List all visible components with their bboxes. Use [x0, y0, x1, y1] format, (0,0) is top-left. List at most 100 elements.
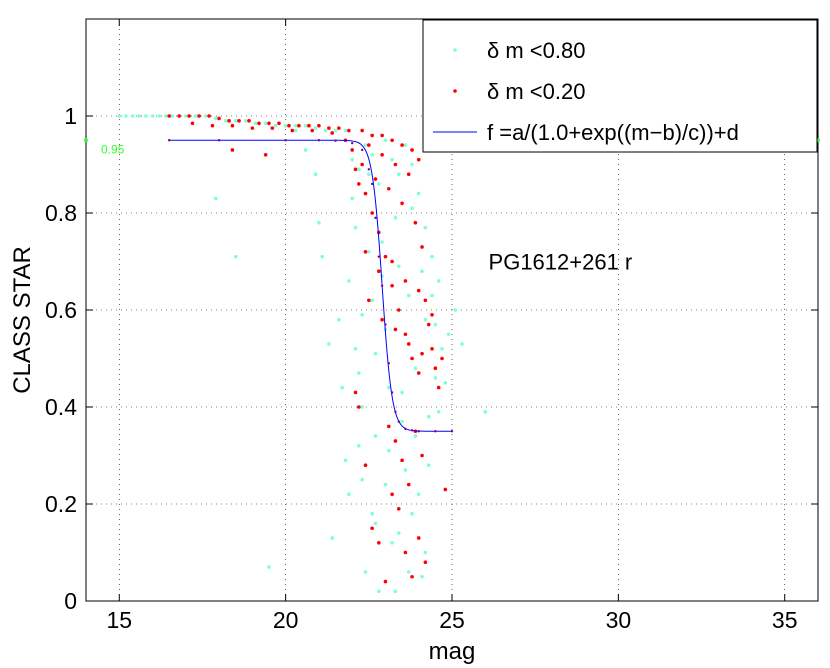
data-point-dm-0.80	[320, 254, 325, 259]
data-point-dm-0.80	[360, 313, 364, 317]
data-point-dm-0.20	[403, 279, 408, 283]
data-point-dm-0.80	[396, 172, 401, 176]
data-point-dm-0.20	[197, 114, 201, 118]
data-point-dm-0.20	[377, 541, 381, 545]
data-point-dm-0.20	[353, 390, 358, 395]
data-point-dm-0.20	[390, 138, 394, 143]
data-point-dm-0.20	[380, 317, 384, 322]
y-tick-label: 0.6	[45, 297, 77, 323]
y-axis-label: CLASS STAR	[9, 246, 36, 394]
data-point-dm-0.80	[263, 121, 268, 126]
data-point-dm-0.80	[363, 570, 368, 574]
fit-marker	[370, 182, 374, 186]
data-point-dm-0.20	[393, 327, 398, 332]
data-point-dm-0.80	[203, 114, 208, 118]
data-point-dm-0.80	[213, 196, 218, 201]
data-point-dm-0.80	[137, 114, 142, 118]
data-point-dm-0.80	[353, 347, 358, 351]
data-point-dm-0.20	[290, 128, 295, 133]
data-point-dm-0.20	[403, 332, 408, 337]
data-point-dm-0.80	[443, 380, 448, 385]
data-point-dm-0.20	[377, 269, 381, 274]
data-point-dm-0.80	[430, 293, 434, 298]
data-point-dm-0.80	[317, 220, 321, 225]
data-point-dm-0.80	[303, 123, 308, 128]
data-point-dm-0.20	[190, 121, 195, 126]
data-point-dm-0.20	[363, 250, 368, 254]
data-point-dm-0.80	[420, 574, 424, 579]
data-point-dm-0.20	[357, 405, 361, 409]
y-tick-label: 0.4	[45, 394, 77, 420]
data-point-dm-0.80	[323, 128, 328, 133]
data-point-dm-0.20	[363, 191, 368, 196]
fit-marker	[367, 168, 371, 171]
data-point-dm-0.20	[386, 186, 391, 191]
data-point-dm-0.80	[410, 206, 414, 210]
fit-marker	[450, 430, 454, 433]
x-axis-label: mag	[429, 638, 476, 665]
fit-marker	[377, 255, 380, 258]
threshold-label: 0.95	[101, 142, 125, 156]
data-point-dm-0.80	[253, 121, 258, 126]
data-point-dm-0.80	[213, 116, 218, 121]
data-point-dm-0.80	[416, 492, 421, 497]
x-tick-label: 20	[273, 607, 299, 633]
data-point-dm-0.80	[313, 172, 318, 176]
threshold-marker-left	[84, 138, 88, 143]
data-point-dm-0.80	[360, 405, 364, 409]
data-point-dm-0.80	[283, 123, 288, 128]
data-point-dm-0.20	[426, 322, 431, 327]
data-point-dm-0.20	[207, 114, 211, 118]
axis-ticks: 15 20 25 30 35 0 0.2 0.4 0.6 0.8 1	[45, 19, 820, 633]
data-point-dm-0.80	[396, 531, 401, 535]
data-point-dm-0.20	[337, 126, 341, 130]
data-point-dm-0.20	[370, 211, 374, 215]
data-point-dm-0.20	[436, 385, 441, 390]
data-point-dm-0.20	[420, 245, 424, 249]
data-point-dm-0.20	[177, 114, 181, 118]
data-point-dm-0.80	[410, 511, 414, 516]
data-point-dm-0.80	[400, 419, 404, 424]
data-point-dm-0.20	[373, 177, 378, 181]
data-point-dm-0.20	[367, 143, 371, 147]
fit-marker	[380, 284, 384, 287]
legend-label-fit: f =a/(1.0+exp((m−b)/c))+d	[487, 120, 739, 145]
data-point-dm-0.20	[416, 371, 421, 375]
data-point-dm-0.80	[360, 477, 364, 482]
data-point-dm-0.80	[410, 162, 414, 167]
data-point-dm-0.20	[413, 220, 418, 225]
data-point-dm-0.80	[357, 444, 361, 448]
fit-marker	[350, 141, 354, 145]
data-point-dm-0.20	[317, 123, 321, 128]
data-point-dm-0.20	[257, 121, 261, 126]
legend-label-dm-0.20: δ m <0.20	[487, 79, 585, 104]
data-point-dm-0.80	[313, 126, 318, 130]
data-point-dm-0.20	[250, 126, 255, 130]
data-point-dm-0.80	[413, 434, 418, 438]
data-point-dm-0.20	[330, 131, 335, 135]
data-point-dm-0.20	[416, 157, 421, 162]
data-point-dm-0.80	[373, 521, 378, 526]
data-point-dm-0.80	[420, 269, 424, 274]
data-point-dm-0.20	[237, 119, 241, 123]
data-point-dm-0.80	[343, 128, 348, 133]
data-point-dm-0.80	[293, 123, 298, 128]
data-point-dm-0.80	[150, 114, 155, 118]
fit-marker	[404, 427, 407, 431]
data-point-dm-0.80	[393, 589, 398, 594]
data-point-dm-0.80	[363, 143, 368, 147]
legend: δ m <0.80 δ m <0.20 f =a/(1.0+exp((m−b)/…	[422, 19, 818, 153]
data-point-dm-0.80	[383, 138, 388, 143]
data-point-dm-0.80	[390, 157, 394, 162]
data-point-dm-0.80	[367, 250, 371, 254]
data-point-dm-0.80	[453, 308, 458, 312]
data-point-dm-0.20	[430, 347, 434, 351]
data-point-dm-0.20	[396, 308, 401, 312]
data-point-dm-0.80	[430, 254, 434, 259]
data-point-dm-0.20	[363, 463, 368, 468]
data-point-dm-0.20	[307, 123, 311, 128]
y-tick-label: 0	[64, 588, 77, 614]
data-point-dm-0.80	[233, 254, 238, 259]
fit-marker	[390, 391, 394, 394]
data-point-dm-0.20	[367, 298, 371, 303]
